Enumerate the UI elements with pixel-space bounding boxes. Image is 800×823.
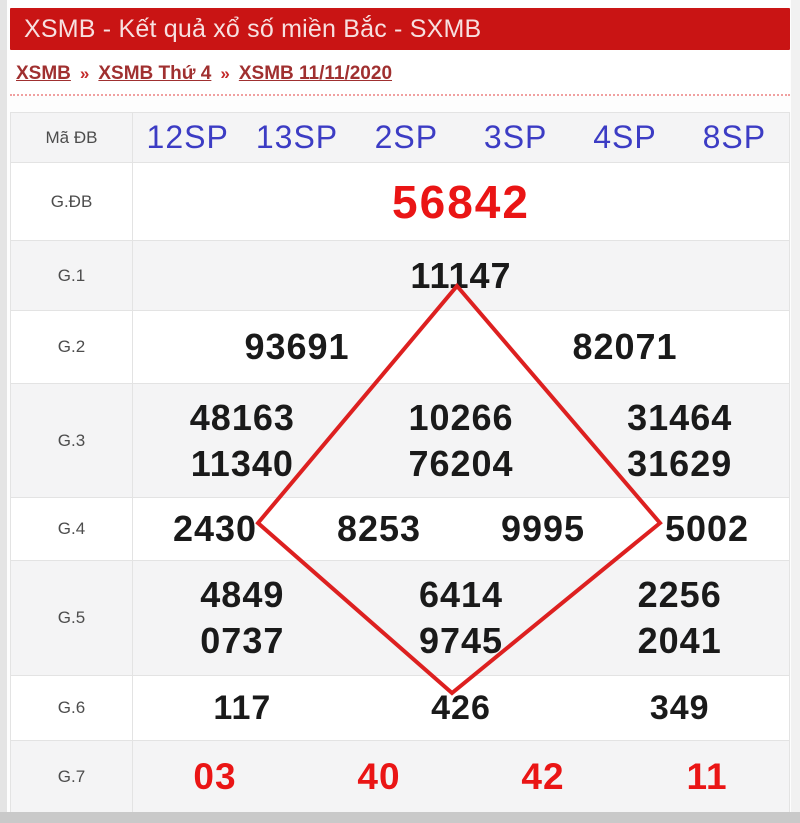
table-row-g6: G.6 117 426 349 [11,676,789,741]
prize-value: 5002 [664,508,750,549]
row-values: 03 40 42 11 [133,741,789,813]
prize-value: 426 [431,688,491,727]
value-line: 4849 6414 2256 [133,574,789,616]
value-line: 48163 10266 31464 [133,397,789,439]
prize-label: G.1 [11,241,133,310]
table-row-g2: G.2 93691 82071 [11,311,789,384]
special-prize-value: 56842 [392,175,530,228]
special-code: 4SP [593,119,657,155]
breadcrumb-separator: » [79,64,90,83]
results-table: Mã ĐB 12SP 13SP 2SP 3SP 4SP 8SP G.ĐB 568… [10,112,790,814]
prize-label: Mã ĐB [11,113,133,162]
prize-value: 2256 [637,574,722,615]
row-values: 48163 10266 31464 11340 76204 31629 [133,384,789,497]
page-title: XSMB - Kết quả xổ số miền Bắc - SXMB [10,8,790,50]
row-values: 93691 82071 [133,311,789,383]
special-code: 3SP [483,119,548,155]
prize-value: 2041 [637,620,722,661]
prize-value: 11147 [410,254,512,296]
prize-label: G.6 [11,676,133,740]
prize-label: G.2 [11,311,133,383]
prize-value: 42 [521,756,565,797]
prize-value: 9995 [500,508,586,549]
prize-value: 11 [686,756,728,797]
prize-value: 2430 [172,508,258,549]
prize-value: 11340 [190,442,294,484]
row-values: 2430 8253 9995 5002 [133,498,789,560]
page-bottom-strip [0,812,800,823]
page-content: XSMB - Kết quả xổ số miền Bắc - SXMB XSM… [10,8,790,814]
page-left-edge [0,0,7,823]
prize-value: 03 [193,756,237,797]
breadcrumb-separator: » [220,64,230,83]
value-line: 11340 76204 31629 [133,443,789,485]
row-values: 12SP 13SP 2SP 3SP 4SP 8SP [133,113,789,162]
table-row-g1: G.1 11147 [11,241,789,311]
breadcrumb-link-xsmb-thu4[interactable]: XSMB Thứ 4 [98,63,212,84]
special-code: 12SP [146,119,229,155]
prize-label: G.7 [11,741,133,813]
prize-value: 4849 [200,574,285,615]
table-row-g5: G.5 4849 6414 2256 0737 9745 2041 [11,561,789,676]
prize-value: 117 [213,688,272,727]
prize-value: 82071 [572,326,678,367]
page-right-edge [791,0,800,823]
row-values: 56842 [133,163,789,240]
table-row-g3: G.3 48163 10266 31464 11340 76204 31629 [11,384,789,498]
prize-label: G.3 [11,384,133,497]
row-values: 117 426 349 [133,676,789,740]
prize-value: 10266 [408,396,514,438]
value-line: 0737 9745 2041 [133,620,789,662]
breadcrumb: XSMB » XSMB Thứ 4 » XSMB 11/11/2020 [10,50,790,96]
prize-value: 48163 [189,396,295,438]
table-row-ma-db: Mã ĐB 12SP 13SP 2SP 3SP 4SP 8SP [11,113,789,163]
prize-value: 6414 [418,574,504,615]
prize-value: 76204 [408,442,514,484]
table-row-g7: G.7 03 40 42 11 [11,741,789,813]
prize-label: G.5 [11,561,133,675]
prize-label: G.ĐB [11,163,133,240]
prize-value: 31629 [627,442,733,484]
prize-value: 40 [357,756,401,797]
breadcrumb-link-xsmb-date[interactable]: XSMB 11/11/2020 [238,63,393,84]
table-row-g-db: G.ĐB 56842 [11,163,789,241]
row-values: 4849 6414 2256 0737 9745 2041 [133,561,789,675]
breadcrumb-link-xsmb[interactable]: XSMB [16,63,71,84]
prize-value: 349 [649,688,710,727]
prize-value: 8253 [336,508,422,549]
prize-value: 9745 [418,620,504,661]
prize-value: 31464 [627,396,733,438]
row-values: 11147 [133,241,789,310]
prize-value: 0737 [200,620,285,661]
prize-value: 93691 [244,326,350,367]
special-code: 13SP [255,119,339,155]
special-code: 8SP [702,119,767,155]
table-row-g4: G.4 2430 8253 9995 5002 [11,498,789,561]
prize-label: G.4 [11,498,133,560]
special-code: 2SP [374,119,439,155]
